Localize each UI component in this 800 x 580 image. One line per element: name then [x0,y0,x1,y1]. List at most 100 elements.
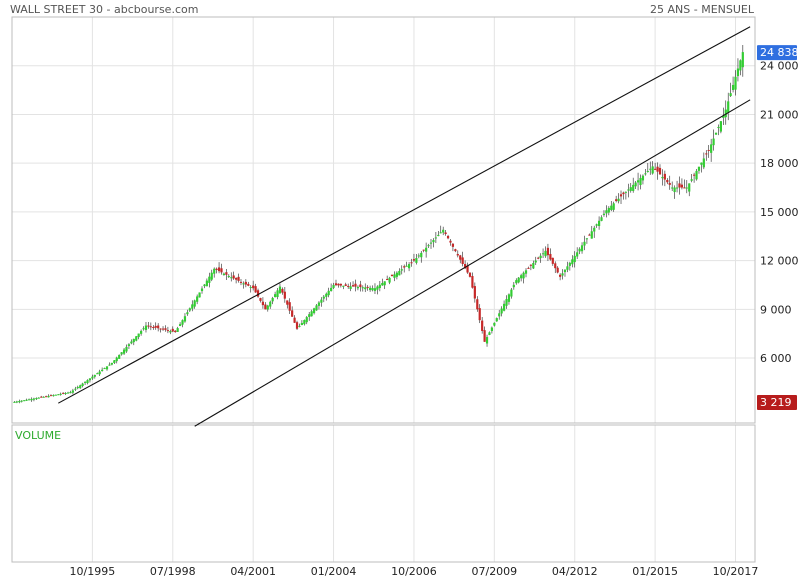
candle-body [498,313,501,317]
candle-body [478,308,481,321]
candle-body [210,272,213,280]
candle-body [159,328,162,330]
candle-body [20,400,23,402]
candle-body [225,272,228,275]
candle-body [434,237,437,239]
y-tick-label: 21 000 [760,108,799,121]
candle-body [607,207,610,213]
x-tick-label: 10/1995 [70,565,116,578]
candle-body [403,266,406,268]
candle-body [663,173,666,180]
candle-body [181,320,184,325]
candle-body [288,302,291,311]
candle-body [293,317,296,323]
candle-body [590,231,593,239]
candle-body [239,281,243,283]
candle-body [93,374,96,377]
candle-body [305,317,308,323]
candle-body [101,369,104,372]
x-tick-label: 01/2015 [632,565,678,578]
x-axis: 10/1995 07/1998 04/2001 01/2004 10/2006 07/20… [70,565,759,578]
candle-body [118,354,121,359]
candle-body [641,175,645,181]
candle-body [235,277,238,280]
y-tick-label: 15 000 [760,206,799,219]
candle-body [563,269,567,273]
candle-body [624,191,627,193]
candle-body [597,220,601,227]
candle-body [81,383,84,386]
candle-body [495,318,498,322]
candle-body [334,283,338,286]
candle-body [66,392,70,394]
candle-body [186,312,189,315]
candle-body [719,121,722,132]
candle-body [271,297,274,302]
y-tick-label: 24 000 [760,60,799,73]
candle-body [354,283,357,287]
candle-body [215,268,218,270]
candle-body [62,392,65,394]
candle-body [644,173,647,175]
candle-body [291,310,294,317]
candle-body [147,325,150,327]
candle-body [237,276,240,281]
candle-body [122,349,126,354]
candle-body [64,392,67,394]
candle-body [325,293,328,297]
candle-body [264,304,267,310]
candle-body [227,276,230,278]
candle-body [79,385,82,389]
candle-body [502,303,506,311]
candle-body [510,289,513,297]
y-tick-label: 12 000 [760,255,799,268]
candle-body [91,376,94,379]
candle-body [113,360,116,363]
candle-body [15,401,18,403]
candle-body [130,341,133,344]
candle-body [588,234,591,236]
candle-body [566,266,569,270]
candle-body [444,232,447,235]
candle-body [466,265,469,273]
chart-title: WALL STREET 30 - abcbourse.com [10,3,199,16]
candle-body [505,299,508,306]
candle-body [610,205,613,211]
candle-body [142,328,145,330]
candle-body [222,273,226,276]
candle-body [522,272,525,279]
candle-body [727,101,730,113]
candle-body [166,330,170,332]
candle-body [140,330,143,334]
candle-body [191,304,194,309]
candle-body [685,187,688,189]
candle-body [612,203,615,210]
candle-body [361,287,364,289]
candle-body [464,263,467,269]
candle-body [381,283,384,286]
candle-body [54,394,57,396]
candle-body [244,281,247,285]
y-tick-label: 9 000 [760,303,792,316]
candle-body [515,280,518,284]
candle-body [692,174,696,176]
candle-body [52,395,55,397]
candle-body [600,217,603,221]
candle-body [283,291,286,299]
candle-body [529,264,532,266]
candle-body [675,187,679,189]
candle-body [407,264,411,269]
candle-body [622,192,625,195]
candle-body [442,229,445,233]
last-value-badge: 24 838 [757,45,799,61]
candle-body [634,182,637,187]
candle-body [422,249,425,251]
candle-body [74,388,77,390]
candle-body [69,392,72,394]
trend-lines [58,26,751,427]
candle-body [259,298,262,301]
candle-body [617,198,620,202]
candle-body [429,242,433,244]
candle-body [729,93,732,97]
